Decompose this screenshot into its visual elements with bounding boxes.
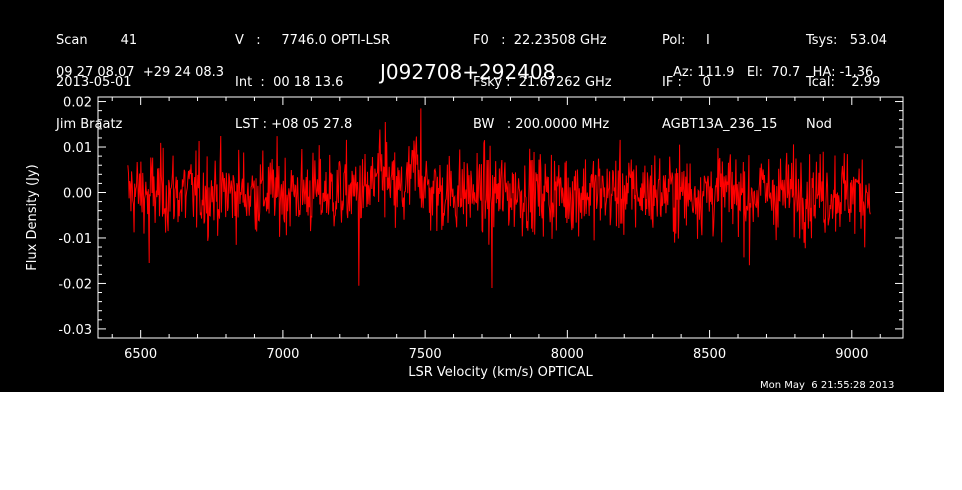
y-tick-label: 0.01 (63, 141, 92, 156)
tsys: Tsys: 53.04 (806, 33, 888, 48)
x-tick-label: 8500 (693, 347, 726, 362)
y-axis-label: Flux Density (Jy) (25, 164, 40, 270)
source-name: J092708+292408 (380, 60, 556, 84)
source-velocity: V : 7746.0 OPTI-LSR (235, 33, 391, 48)
y-tick-label: -0.01 (58, 232, 92, 247)
polarization: Pol: I (662, 33, 710, 48)
switching-mode: Nod (806, 117, 832, 132)
spectrum-plot: 6500 7000 7500 8000 8500 9000 0.02 0.01 0.00 -0.0… (25, 96, 904, 380)
y-tick-label: 0.00 (63, 186, 92, 201)
project-id: AGBT13A_236_15 (662, 117, 778, 132)
if-number: IF : 0 (662, 75, 711, 90)
velocity-info: V : 7746.0 OPTI-LSR Int : 00 18 13.6 LST… (235, 6, 390, 160)
gbt-spectrum-panel: Scan 41 2013-05-01 Jim Braatz V : 7746.0… (0, 0, 944, 392)
bandwidth: BW : 200.0000 MHz (473, 117, 610, 132)
y-tick-label: -0.03 (58, 323, 92, 338)
system-temperature-info: Tsys: 53.04 Tcal: 2.99 Nod (806, 6, 887, 160)
y-tick-label: -0.02 (58, 277, 92, 292)
scan-info: Scan 41 2013-05-01 Jim Braatz (56, 6, 137, 160)
spectrum-series-line (127, 108, 871, 288)
plot-frame (97, 96, 904, 339)
frequency-info: F0 : 22.23508 GHz Fsky : 21.67262 GHz BW… (473, 6, 612, 160)
sky-frequency: Fsky : 21.67262 GHz (473, 75, 612, 90)
scan-number: Scan 41 (56, 33, 138, 48)
x-tick-label: 6500 (124, 347, 157, 362)
integration-time: Int : 00 18 13.6 (235, 75, 344, 90)
az-el-ha: Az: 111.9 El: 70.7 HA: -1.36 (673, 65, 874, 80)
lst: LST : +08 05 27.8 (235, 117, 353, 132)
rest-frequency: F0 : 22.23508 GHz (473, 33, 607, 48)
y-tick-label: 0.02 (63, 96, 92, 111)
tcal: Tcal: 2.99 (806, 75, 881, 90)
observer-name: Jim Braatz (56, 117, 123, 132)
x-tick-label: 9000 (835, 347, 868, 362)
plot-timestamp: Mon May 6 21:55:28 2013 (760, 380, 895, 391)
x-tick-label: 8000 (551, 347, 584, 362)
x-tick-label: 7000 (266, 347, 299, 362)
observation-date: 2013-05-01 (56, 75, 132, 90)
source-coordinates: 09 27 08.07 +29 24 08.3 (56, 65, 225, 80)
x-tick-label: 7500 (409, 347, 442, 362)
x-axis-label: LSR Velocity (km/s) OPTICAL (408, 365, 593, 380)
polarization-info: Pol: I IF : 0 AGBT13A_236_15 (662, 6, 777, 160)
